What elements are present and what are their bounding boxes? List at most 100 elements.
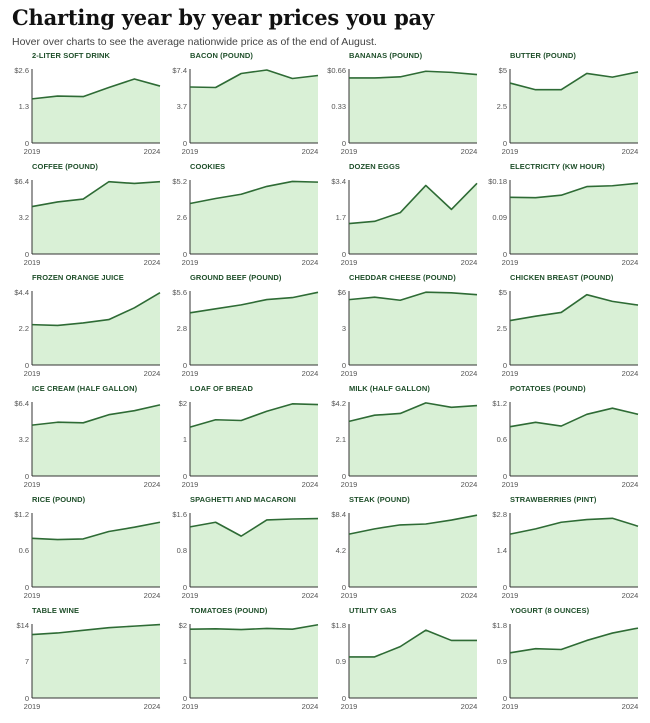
y-tick-label: $2.8 — [492, 510, 507, 519]
y-tick-label: 0.9 — [497, 657, 507, 666]
series-line — [348, 402, 478, 423]
y-tick-label: $1.8 — [331, 621, 346, 630]
chart-title: COFFEE (POUND) — [32, 162, 98, 171]
x-tick-label: 2019 — [502, 702, 519, 711]
chart-title: YOGURT (8 OUNCES) — [510, 606, 590, 615]
x-tick-label: 2024 — [144, 591, 161, 600]
x-tick-label: 2024 — [144, 147, 161, 156]
chart-panel-butter-pound[interactable]: BUTTER (POUND) $5 2.5 0 2019 2024 — [490, 51, 650, 161]
x-tick-label: 2019 — [24, 480, 41, 489]
series-line — [31, 404, 161, 426]
series-line — [31, 291, 161, 327]
y-tick-label: 0.6 — [19, 546, 29, 555]
chart-panel-yogurt-8-ounces[interactable]: YOGURT (8 OUNCES) $1.8 0.9 0 2019 2024 — [490, 606, 650, 716]
chart-panel-ice-cream-half-gallon[interactable]: ICE CREAM (HALF GALLON) $6.4 3.2 0 2019 2024 — [12, 384, 172, 494]
chart-panel-loaf-of-bread[interactable]: LOAF OF BREAD $2 1 0 2019 2024 — [170, 384, 330, 494]
chart-panel-utility-gas[interactable]: UTILITY GAS $1.8 0.9 0 2019 2024 — [329, 606, 489, 716]
chart-panel-potatoes-pound[interactable]: POTATOES (POUND) $1.2 0.6 0 2019 2024 — [490, 384, 650, 494]
x-tick-label: 2024 — [461, 702, 478, 711]
chart-panel-cheddar-cheese-pound[interactable]: CHEDDAR CHEESE (POUND) $6 3 0 2019 2024 — [329, 273, 489, 383]
y-tick-label: 2.6 — [177, 213, 187, 222]
y-tick-label: 1.4 — [497, 546, 507, 555]
series-line — [509, 182, 639, 199]
area-fill — [32, 78, 160, 143]
y-tick-label: $6 — [338, 288, 346, 297]
y-tick-label: $2.6 — [14, 66, 29, 75]
series-line — [348, 514, 478, 535]
series-line — [509, 517, 639, 535]
y-tick-label: 0 — [183, 361, 187, 370]
chart-panel-table-wine[interactable]: TABLE WINE $14 7 0 2019 2024 — [12, 606, 172, 716]
chart-panel-cookies[interactable]: COOKIES $5.2 2.6 0 2019 2024 — [170, 162, 330, 272]
chart-title: TOMATOES (POUND) — [190, 606, 268, 615]
x-tick-label: 2024 — [622, 258, 639, 267]
chart-title: COOKIES — [190, 162, 226, 171]
y-tick-label: 0.8 — [177, 546, 187, 555]
chart-panel-spaghetti-and-macaroni[interactable]: SPAGHETTI AND MACARONI $1.6 0.8 0 2019 2024 — [170, 495, 330, 605]
x-tick-label: 2024 — [302, 147, 319, 156]
chart-title: RICE (POUND) — [32, 495, 86, 504]
y-tick-label: 0 — [183, 139, 187, 148]
y-tick-label: 0 — [183, 250, 187, 259]
area-fill — [32, 404, 160, 476]
series-line — [189, 180, 319, 205]
chart-panel-dozen-eggs[interactable]: DOZEN EGGS $3.4 1.7 0 2019 2024 — [329, 162, 489, 272]
chart-panel-ground-beef-pound[interactable]: GROUND BEEF (POUND) $5.6 2.8 0 2019 2024 — [170, 273, 330, 383]
y-tick-label: 2.5 — [497, 324, 507, 333]
series-line — [509, 627, 639, 654]
chart-title: MILK (HALF GALLON) — [349, 384, 430, 393]
chart-panel-coffee-pound[interactable]: COFFEE (POUND) $6.4 3.2 0 2019 2024 — [12, 162, 172, 272]
area-fill — [349, 515, 477, 587]
series-line — [189, 517, 319, 537]
area-fill — [349, 292, 477, 365]
y-tick-label: 0 — [342, 361, 346, 370]
chart-panel-2-liter-soft-drink[interactable]: 2-LITER SOFT DRINK $2.6 1.3 0 2019 2024 — [12, 51, 172, 161]
chart-panel-bananas-pound[interactable]: BANANAS (POUND) $0.66 0.33 0 2019 2024 — [327, 51, 489, 161]
y-tick-label: $1.8 — [492, 621, 507, 630]
x-tick-label: 2024 — [622, 147, 639, 156]
y-tick-label: 0 — [25, 583, 29, 592]
y-tick-label: 0.09 — [492, 213, 507, 222]
y-tick-label: $4.4 — [14, 288, 29, 297]
chart-title: 2-LITER SOFT DRINK — [32, 51, 111, 60]
chart-panel-steak-pound[interactable]: STEAK (POUND) $8.4 4.2 0 2019 2024 — [329, 495, 489, 605]
area-fill — [510, 628, 638, 698]
y-tick-label: 0 — [342, 139, 346, 148]
page-title: Charting year by year prices you pay — [12, 5, 434, 30]
y-tick-label: 1 — [183, 435, 187, 444]
series-line — [31, 521, 161, 541]
y-tick-label: 4.2 — [336, 546, 346, 555]
y-tick-label: 0 — [25, 472, 29, 481]
x-tick-label: 2019 — [24, 702, 41, 711]
chart-panel-frozen-orange-juice[interactable]: FROZEN ORANGE JUICE $4.4 2.2 0 2019 2024 — [12, 273, 172, 383]
area-fill — [349, 402, 477, 476]
x-tick-label: 2019 — [182, 369, 199, 378]
x-tick-label: 2019 — [502, 147, 519, 156]
chart-panel-strawberries-pint[interactable]: STRAWBERRIES (PINT) $2.8 1.4 0 2019 2024 — [490, 495, 650, 605]
chart-panel-rice-pound[interactable]: RICE (POUND) $1.2 0.6 0 2019 2024 — [12, 495, 172, 605]
chart-panel-bacon-pound[interactable]: BACON (POUND) $7.4 3.7 0 2019 2024 — [170, 51, 330, 161]
chart-panel-milk-half-gallon[interactable]: MILK (HALF GALLON) $4.2 2.1 0 2019 2024 — [329, 384, 489, 494]
y-tick-label: $3.4 — [331, 177, 346, 186]
x-tick-label: 2019 — [341, 480, 358, 489]
chart-panel-electricity-kw-hour[interactable]: ELECTRICITY (KW HOUR) $0.18 0.09 0 2019 2024 — [488, 162, 650, 272]
y-tick-label: 0 — [503, 694, 507, 703]
y-tick-label: 0 — [25, 694, 29, 703]
chart-title: CHICKEN BREAST (POUND) — [510, 273, 614, 282]
y-tick-label: 0.6 — [497, 435, 507, 444]
area-fill — [32, 522, 160, 587]
y-tick-label: $6.4 — [14, 399, 29, 408]
chart-panel-chicken-breast-pound[interactable]: CHICKEN BREAST (POUND) $5 2.5 0 2019 2024 — [490, 273, 650, 383]
chart-panel-tomatoes-pound[interactable]: TOMATOES (POUND) $2 1 0 2019 2024 — [170, 606, 330, 716]
x-tick-label: 2024 — [144, 480, 161, 489]
x-tick-label: 2019 — [502, 591, 519, 600]
area-fill — [510, 71, 638, 143]
x-tick-label: 2019 — [502, 369, 519, 378]
y-tick-label: 0 — [503, 361, 507, 370]
y-tick-label: 0.9 — [336, 657, 346, 666]
